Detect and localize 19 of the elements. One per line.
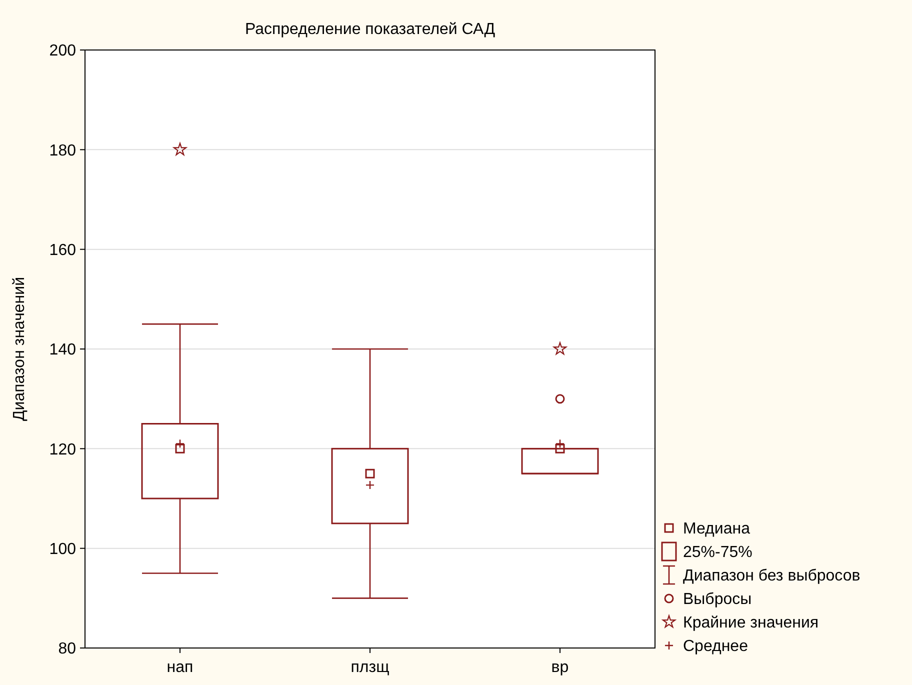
x-tick-label: вр	[551, 659, 569, 676]
y-axis-title: Диапазон значений	[11, 276, 28, 422]
y-tick-label: 120	[49, 441, 76, 458]
legend-label: 25%-75%	[683, 544, 752, 562]
legend-label: Крайние значения	[683, 614, 819, 632]
legend-label: Выбросы	[683, 591, 752, 608]
x-tick-label: плзщ	[350, 659, 390, 676]
y-tick-label: 160	[49, 242, 76, 259]
text: Диапазон без выбросов	[683, 568, 860, 585]
x-tick-label: нап	[166, 659, 194, 676]
y-tick-label: 200	[49, 42, 76, 60]
y-tick-label: 80	[58, 640, 76, 658]
y-tick-label: 100	[49, 540, 76, 558]
text: Медиана	[683, 520, 750, 538]
legend-label: Среднее	[683, 638, 748, 656]
point	[173, 142, 187, 156]
y-tick-label: 180	[49, 142, 76, 160]
y-tick-label: 140	[49, 342, 76, 359]
chart-title: Распределение показателей САД	[244, 21, 496, 38]
